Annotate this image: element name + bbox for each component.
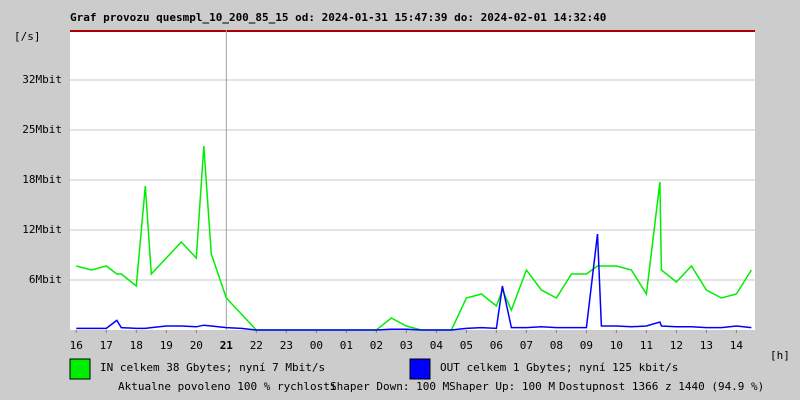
x-tick-label: 12	[670, 339, 683, 352]
x-tick-label: 23	[280, 339, 293, 352]
y-tick-label: 12Mbit	[22, 223, 62, 236]
series-line	[76, 233, 752, 331]
y-tick-label: 6Mbit	[29, 273, 62, 286]
x-tick-label: 02	[370, 339, 383, 352]
x-tick-label: 05	[460, 339, 473, 352]
x-tick-label: 11	[640, 339, 653, 352]
x-tick-label: 04	[430, 339, 444, 352]
x-tick-label: 14	[730, 339, 744, 352]
x-tick-label: 07	[520, 339, 533, 352]
legend-label: IN celkem 38 Gbytes; nyní 7 Mbit/s	[100, 361, 325, 374]
y-axis-label: [/s]	[14, 30, 41, 43]
footer-text: Aktualne povoleno 100 % rychlosti	[118, 380, 337, 393]
x-tick-label: 16	[70, 339, 83, 352]
legend-swatch	[409, 358, 431, 380]
x-tick-label: 09	[580, 339, 593, 352]
x-tick-label: 19	[160, 339, 173, 352]
x-tick-label: 06	[490, 339, 503, 352]
footer-text: Shaper Down: 100 M	[330, 380, 450, 393]
x-tick-label: 03	[400, 339, 413, 352]
legend-swatch	[69, 358, 91, 380]
x-tick-label: 17	[100, 339, 113, 352]
x-tick-label: 08	[550, 339, 563, 352]
x-tick-label: 01	[340, 339, 353, 352]
x-tick-label: 10	[610, 339, 623, 352]
x-tick-label: 18	[130, 339, 143, 352]
x-axis-label: [h]	[770, 349, 790, 362]
series-line	[76, 145, 753, 331]
x-tick-label: 21	[220, 339, 234, 352]
x-tick-label: 13	[700, 339, 713, 352]
footer-text: Shaper Up: 100 M	[449, 380, 555, 393]
x-tick-label: 00	[310, 339, 323, 352]
chart-title: Graf provozu quesmpl_10_200_85_15 od: 20…	[70, 11, 606, 24]
x-tick-label: 22	[250, 339, 263, 352]
legend-label: OUT celkem 1 Gbytes; nyní 125 kbit/s	[440, 361, 678, 374]
x-tick-label: 20	[190, 339, 203, 352]
y-tick-label: 18Mbit	[22, 173, 62, 186]
y-tick-label: 25Mbit	[22, 123, 62, 136]
y-tick-label: 32Mbit	[22, 73, 62, 86]
footer-text: Dostupnost 1366 z 1440 (94.9 %)	[559, 380, 764, 393]
